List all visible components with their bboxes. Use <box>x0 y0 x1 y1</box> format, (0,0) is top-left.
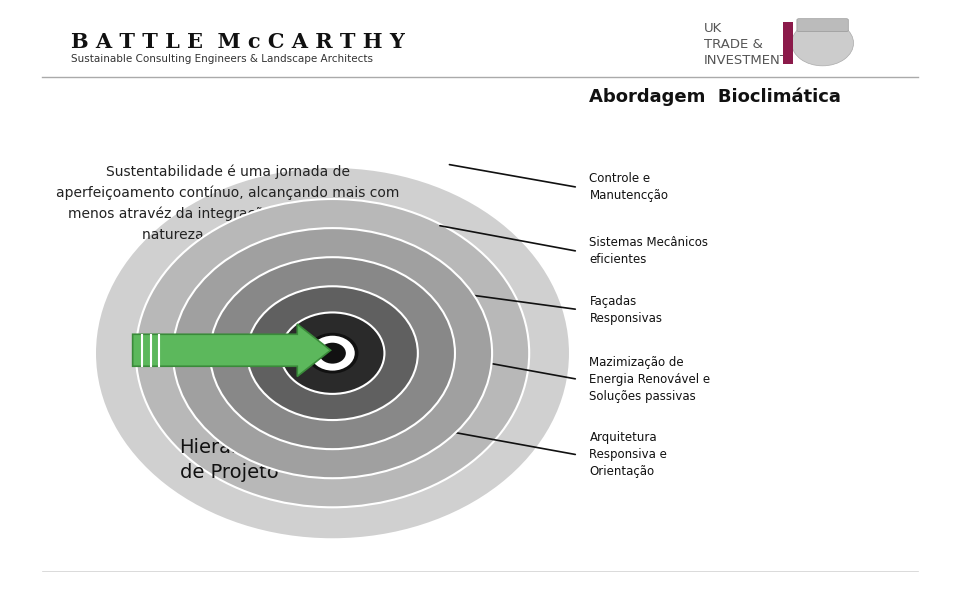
Ellipse shape <box>306 333 358 373</box>
FancyArrow shape <box>132 324 330 376</box>
Text: Sustentabilidade é uma jornada de
aperfeiçoamento contínuo, alcançando mais com
: Sustentabilidade é uma jornada de aperfe… <box>56 164 399 242</box>
Text: UK
TRADE &
INVESTMENT: UK TRADE & INVESTMENT <box>704 22 788 67</box>
Ellipse shape <box>135 199 529 507</box>
Ellipse shape <box>310 336 355 371</box>
Text: Arquitetura
Responsiva e
Orientação: Arquitetura Responsiva e Orientação <box>589 431 667 478</box>
FancyBboxPatch shape <box>797 19 849 31</box>
Ellipse shape <box>792 21 853 66</box>
Ellipse shape <box>210 257 455 449</box>
Ellipse shape <box>247 286 418 420</box>
Text: B A T T L E  M c C A R T H Y: B A T T L E M c C A R T H Y <box>71 32 405 52</box>
FancyBboxPatch shape <box>782 22 793 64</box>
Ellipse shape <box>280 313 384 394</box>
Text: Abordagem  Bioclimática: Abordagem Bioclimática <box>589 88 841 106</box>
Ellipse shape <box>319 343 346 363</box>
Text: Sustainable Consulting Engineers & Landscape Architects: Sustainable Consulting Engineers & Lands… <box>71 54 372 64</box>
Text: Façadas
Responsivas: Façadas Responsivas <box>589 294 662 325</box>
Ellipse shape <box>173 228 492 478</box>
Text: Sistemas Mecânicos
eficientes: Sistemas Mecânicos eficientes <box>589 237 708 266</box>
Text: Controle e
Manutencção: Controle e Manutencção <box>589 172 668 202</box>
Text: Hierarquia
de Projeto: Hierarquia de Projeto <box>179 438 280 481</box>
Ellipse shape <box>95 167 570 539</box>
Text: Mazimização de
Energia Renovável e
Soluções passivas: Mazimização de Energia Renovável e Soluç… <box>589 356 710 403</box>
